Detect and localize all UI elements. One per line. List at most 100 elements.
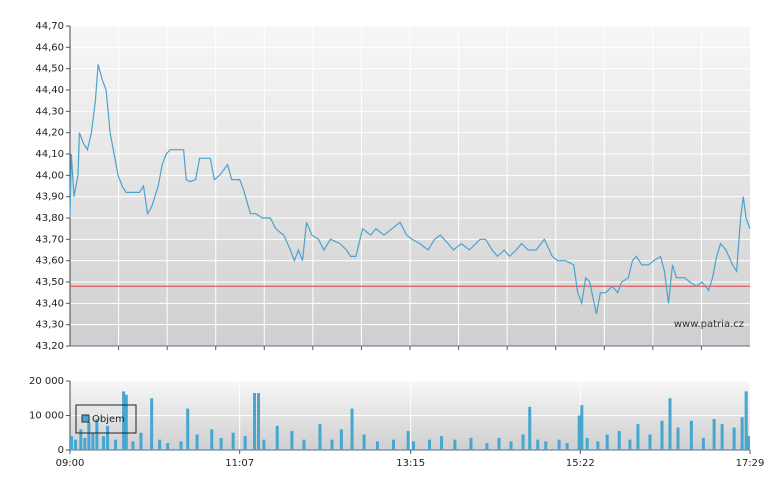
volume-bar: [701, 437, 705, 450]
volume-bar: [440, 436, 444, 450]
volume-bar: [585, 437, 589, 450]
volume-bar: [712, 418, 716, 450]
volume-bar: [102, 436, 106, 450]
volume-bar: [605, 434, 609, 450]
volume-bar: [636, 424, 640, 450]
volume-bar: [557, 439, 561, 450]
y-tick-label: 44,50: [35, 64, 64, 75]
volume-bar: [330, 439, 334, 450]
volume-bar: [106, 425, 110, 450]
volume-bar: [275, 425, 279, 450]
volume-bar: [720, 424, 724, 450]
volume-bar: [577, 415, 581, 450]
volume-bar: [79, 429, 83, 450]
volume-bar: [179, 441, 183, 450]
volume-bar: [747, 436, 750, 450]
volume-bar: [302, 439, 306, 450]
y-tick-label: 43,40: [35, 298, 64, 309]
y-tick-label: 43,70: [35, 234, 64, 245]
volume-bar: [485, 443, 489, 450]
price-line: [69, 64, 751, 315]
volume-bar: [617, 431, 621, 450]
volume-bar: [158, 439, 162, 450]
volume-bar: [544, 441, 548, 450]
y-tick-label: 44,70: [35, 21, 64, 32]
volume-bar: [596, 441, 600, 450]
legend: Objem: [75, 404, 137, 434]
y-tick-label: 44,10: [35, 149, 64, 160]
volume-bar: [740, 417, 744, 450]
x-tick-label: 15:22: [566, 458, 595, 469]
volume-bar: [362, 434, 366, 450]
volume-bar: [391, 439, 395, 450]
legend-label: Objem: [92, 414, 125, 425]
volume-bar: [262, 439, 266, 450]
y-tick-label: 44,30: [35, 106, 64, 117]
volume-bar: [676, 427, 680, 450]
y-tick-label: 43,60: [35, 256, 64, 267]
y-tick-label: 43,80: [35, 213, 64, 224]
volume-bar: [406, 431, 410, 450]
volume-bar: [528, 406, 532, 450]
x-tick-label: 09:00: [56, 458, 85, 469]
volume-bar: [339, 429, 343, 450]
volume-bar: [124, 394, 128, 450]
volume-bar: [74, 439, 78, 450]
volume-bar: [428, 439, 432, 450]
volume-bar: [257, 393, 261, 450]
y-tick-label: 10 000: [29, 411, 64, 422]
y-tick-label: 44,40: [35, 85, 64, 96]
volume-bar: [114, 439, 118, 450]
y-tick-label: 44,20: [35, 128, 64, 139]
volume-bar: [95, 418, 99, 450]
volume-bar: [243, 436, 247, 450]
volume-bar: [744, 391, 748, 450]
x-tick-label: 17:29: [736, 458, 765, 469]
volume-bar: [497, 437, 501, 450]
y-tick-label: 44,60: [35, 42, 64, 53]
volume-bar: [83, 437, 87, 450]
volume-bar: [350, 408, 354, 450]
volume-bar: [253, 393, 257, 450]
y-tick-label: 0: [58, 445, 64, 456]
volume-bar: [521, 434, 525, 450]
volume-bar: [186, 408, 190, 450]
legend-box: [75, 404, 137, 434]
volume-bar: [166, 443, 170, 450]
volume-bar: [318, 424, 322, 450]
y-tick-label: 20 000: [29, 376, 64, 387]
watermark: www.patria.cz: [674, 319, 744, 330]
y-tick-label: 43,90: [35, 192, 64, 203]
volume-bar: [231, 432, 235, 450]
volume-bar: [91, 432, 95, 450]
volume-bar: [509, 441, 513, 450]
volume-bar: [660, 420, 664, 450]
legend-swatch: [81, 414, 90, 423]
x-tick-label: 11:07: [225, 458, 254, 469]
volume-bar: [689, 420, 693, 450]
volume-bar: [648, 434, 652, 450]
volume-bar: [150, 398, 154, 450]
y-tick-label: 43,20: [35, 341, 64, 352]
volume-bar: [668, 398, 672, 450]
volume-bar: [375, 441, 379, 450]
volume-bar: [139, 432, 143, 450]
volume-bar: [412, 441, 416, 450]
volume-bar: [210, 429, 214, 450]
volume-bar: [195, 434, 199, 450]
volume-bar: [536, 439, 540, 450]
volume-bar: [628, 439, 632, 450]
y-tick-label: 44,00: [35, 170, 64, 181]
volume-bar: [131, 441, 135, 450]
y-tick-label: 43,50: [35, 277, 64, 288]
volume-bar: [580, 405, 584, 450]
volume-bar: [219, 437, 223, 450]
volume-bar: [290, 431, 294, 450]
volume-bar: [565, 443, 569, 450]
volume-bar: [453, 439, 457, 450]
volume-bar: [122, 391, 126, 450]
volume-bar: [469, 437, 473, 450]
y-tick-label: 43,30: [35, 320, 64, 331]
